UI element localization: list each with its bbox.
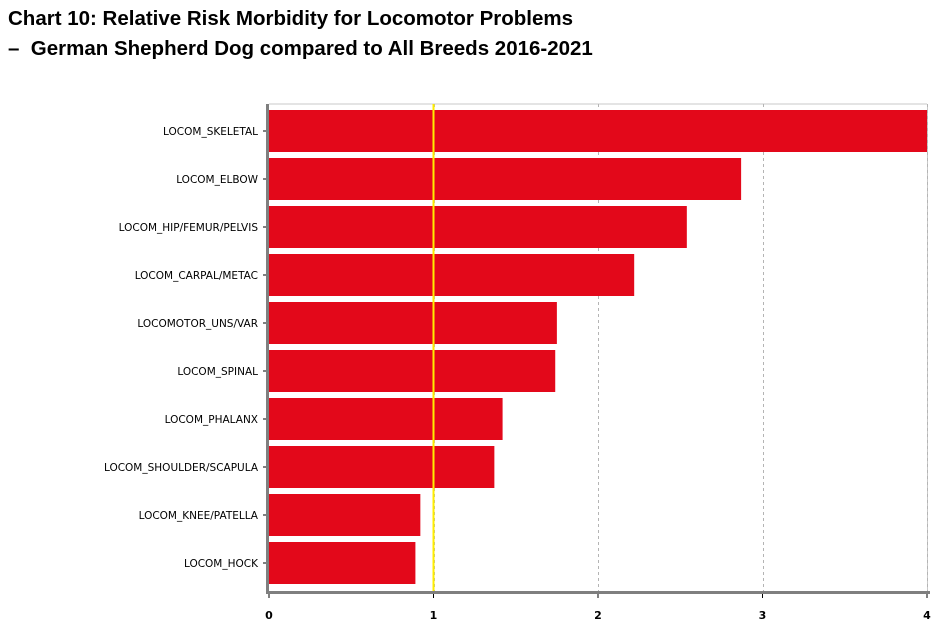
- bar-locomotor-uns-var: [269, 302, 557, 344]
- x-tick-label-2: 2: [594, 609, 602, 622]
- category-label-locom-hock: LOCOM_HOCK: [184, 558, 259, 570]
- gridlines: [269, 103, 928, 591]
- axes: [263, 104, 930, 594]
- chart-title-line-1: Chart 10: Relative Risk Morbidity for Lo…: [8, 7, 573, 30]
- x-axis: [266, 591, 930, 594]
- category-label-locom-spinal: LOCOM_SPINAL: [177, 366, 258, 378]
- y-axis: [266, 104, 269, 594]
- bar-locom-phalanx: [269, 398, 503, 440]
- category-label-locom-hip-femur-pelvis: LOCOM_HIP/FEMUR/PELVIS: [119, 222, 259, 234]
- x-tick-label-4: 4: [923, 609, 931, 622]
- category-label-locom-knee-patella: LOCOM_KNEE/PATELLA: [139, 510, 259, 522]
- bars: [269, 110, 927, 584]
- category-label-locomotor-uns-var: LOCOMOTOR_UNS/VAR: [137, 318, 258, 330]
- chart-title-line-2: – German Shepherd Dog compared to All Br…: [8, 37, 593, 60]
- x-tick-label-0: 0: [265, 609, 273, 622]
- category-label-locom-phalanx: LOCOM_PHALANX: [165, 414, 258, 426]
- category-labels: LOCOM_SKELETAL LOCOM_ELBOW LOCOM_HIP/FEMUR…: [104, 126, 259, 570]
- category-label-locom-elbow: LOCOM_ELBOW: [176, 174, 258, 186]
- category-label-locom-carpal-metac: LOCOM_CARPAL/METAC: [135, 270, 258, 282]
- category-label-locom-shoulder-scapula: LOCOM_SHOULDER/SCAPULA: [104, 462, 259, 474]
- bar-locom-shoulder-scapula: [269, 446, 495, 488]
- x-tick-label-3: 3: [759, 609, 767, 622]
- chart-title: Chart 10: Relative Risk Morbidity for Lo…: [8, 4, 593, 64]
- bar-locom-skeletal: [269, 110, 927, 152]
- bar-locom-carpal-metac: [269, 254, 635, 296]
- bar-locom-elbow: [269, 158, 742, 200]
- tick-labels: 0 1 2 3 4: [265, 594, 931, 622]
- bar-locom-spinal: [269, 350, 556, 392]
- bar-locom-knee-patella: [269, 494, 421, 536]
- category-label-locom-skeletal: LOCOM_SKELETAL: [163, 126, 258, 138]
- bar-locom-hock: [269, 542, 416, 584]
- bar-locom-hip-femur-pelvis: [269, 206, 687, 248]
- x-tick-label-1: 1: [430, 609, 438, 622]
